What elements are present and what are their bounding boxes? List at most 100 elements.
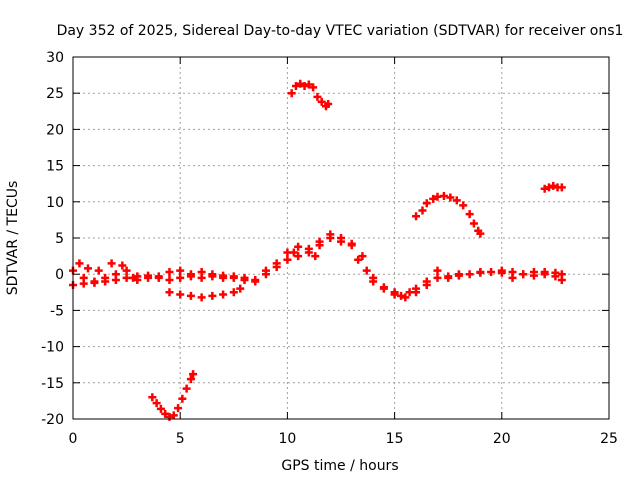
data-point: [189, 370, 198, 379]
data-point: [454, 270, 463, 279]
data-point: [544, 183, 553, 192]
data-point: [240, 275, 249, 284]
data-point: [429, 194, 438, 203]
data-point: [422, 281, 431, 290]
series-high-arc-11h: [287, 79, 333, 111]
data-point: [433, 273, 442, 282]
y-tick-label: -20: [41, 412, 64, 428]
data-point: [169, 411, 178, 420]
data-point: [229, 272, 238, 281]
data-point: [144, 271, 153, 280]
data-point: [304, 248, 313, 257]
x-tick-label: 0: [69, 431, 78, 447]
series-dip-5h-8h: [165, 284, 245, 302]
data-point: [261, 266, 270, 275]
data-point: [291, 81, 300, 90]
data-point: [186, 272, 195, 281]
data-point: [337, 234, 345, 242]
data-point: [459, 201, 468, 210]
data-point: [487, 268, 496, 277]
data-point: [178, 394, 187, 403]
data-point: [107, 259, 116, 268]
y-tick-label: -15: [41, 376, 64, 392]
x-tick-label: 20: [493, 431, 511, 447]
x-tick-label: 15: [386, 431, 404, 447]
data-point: [176, 273, 185, 282]
data-point: [75, 259, 84, 268]
data-point: [148, 393, 157, 402]
series-low-arc-4h: [148, 370, 198, 421]
y-tick-label: 15: [46, 159, 64, 175]
data-point: [540, 268, 549, 277]
y-tick-label: -10: [41, 340, 64, 356]
y-tick-label: 20: [46, 122, 64, 138]
data-point: [118, 261, 127, 270]
data-point: [452, 196, 461, 205]
y-tick-labels: -20 -15 -10 -5 0 5 10 15 20 25 30: [41, 50, 64, 428]
data-point: [176, 290, 185, 299]
data-point: [439, 192, 448, 201]
x-tick-label: 10: [278, 431, 296, 447]
data-point: [156, 404, 165, 413]
data-point: [497, 266, 506, 275]
y-tick-label: 25: [46, 86, 64, 102]
x-axis-label: GPS time / hours: [281, 458, 398, 474]
data-point: [508, 273, 517, 282]
x-tick-label: 25: [600, 431, 618, 447]
data-point: [379, 284, 388, 293]
data-point: [111, 275, 120, 284]
data-point: [354, 255, 363, 264]
data-point: [476, 229, 485, 238]
data-point: [283, 248, 292, 257]
data-point: [152, 399, 161, 408]
x-tick-labels: 0 5 10 15 20 25: [69, 431, 618, 447]
data-point: [313, 92, 322, 101]
data-point: [174, 404, 183, 413]
data-point: [540, 184, 549, 193]
data-point: [197, 273, 206, 282]
data-point: [551, 272, 560, 281]
data-point: [315, 241, 324, 250]
data-point: [412, 212, 421, 221]
data-point: [412, 288, 421, 297]
data-point: [236, 284, 245, 293]
series-mid-arc-16h-19h: [412, 192, 485, 238]
data-point: [79, 279, 88, 288]
data-point: [294, 242, 303, 251]
data-point: [186, 375, 195, 384]
data-point: [90, 278, 99, 287]
data-point: [219, 273, 228, 282]
data-point: [433, 266, 442, 275]
data-point: [324, 100, 333, 109]
data-point: [208, 272, 217, 281]
data-point: [176, 266, 185, 275]
data-point: [84, 264, 93, 273]
data-point: [300, 81, 309, 90]
data-point: [465, 270, 474, 279]
data-point: [122, 273, 131, 282]
data-point: [358, 252, 367, 261]
data-point: [161, 409, 170, 418]
data-point: [557, 275, 566, 284]
data-point: [182, 384, 191, 393]
data-point: [197, 293, 206, 302]
y-tick-label: 5: [55, 231, 64, 247]
data-point: [519, 270, 528, 279]
data-point: [369, 273, 378, 282]
data-point: [401, 293, 410, 302]
chart-title: Day 352 of 2025, Sidereal Day-to-day VTE…: [57, 23, 624, 39]
data-point: [219, 290, 228, 299]
data-point: [326, 230, 335, 239]
series-short-22h: [540, 181, 566, 193]
data-point: [101, 277, 110, 286]
data-point: [311, 252, 320, 261]
data-point: [94, 266, 103, 275]
data-point: [397, 291, 406, 300]
data-point: [317, 97, 326, 106]
y-axis-label: SDTVAR / TECUs: [5, 181, 21, 296]
data-point: [444, 273, 453, 282]
data-point: [283, 255, 292, 264]
y-tick-label: 10: [46, 195, 64, 211]
data-point: [465, 210, 474, 219]
